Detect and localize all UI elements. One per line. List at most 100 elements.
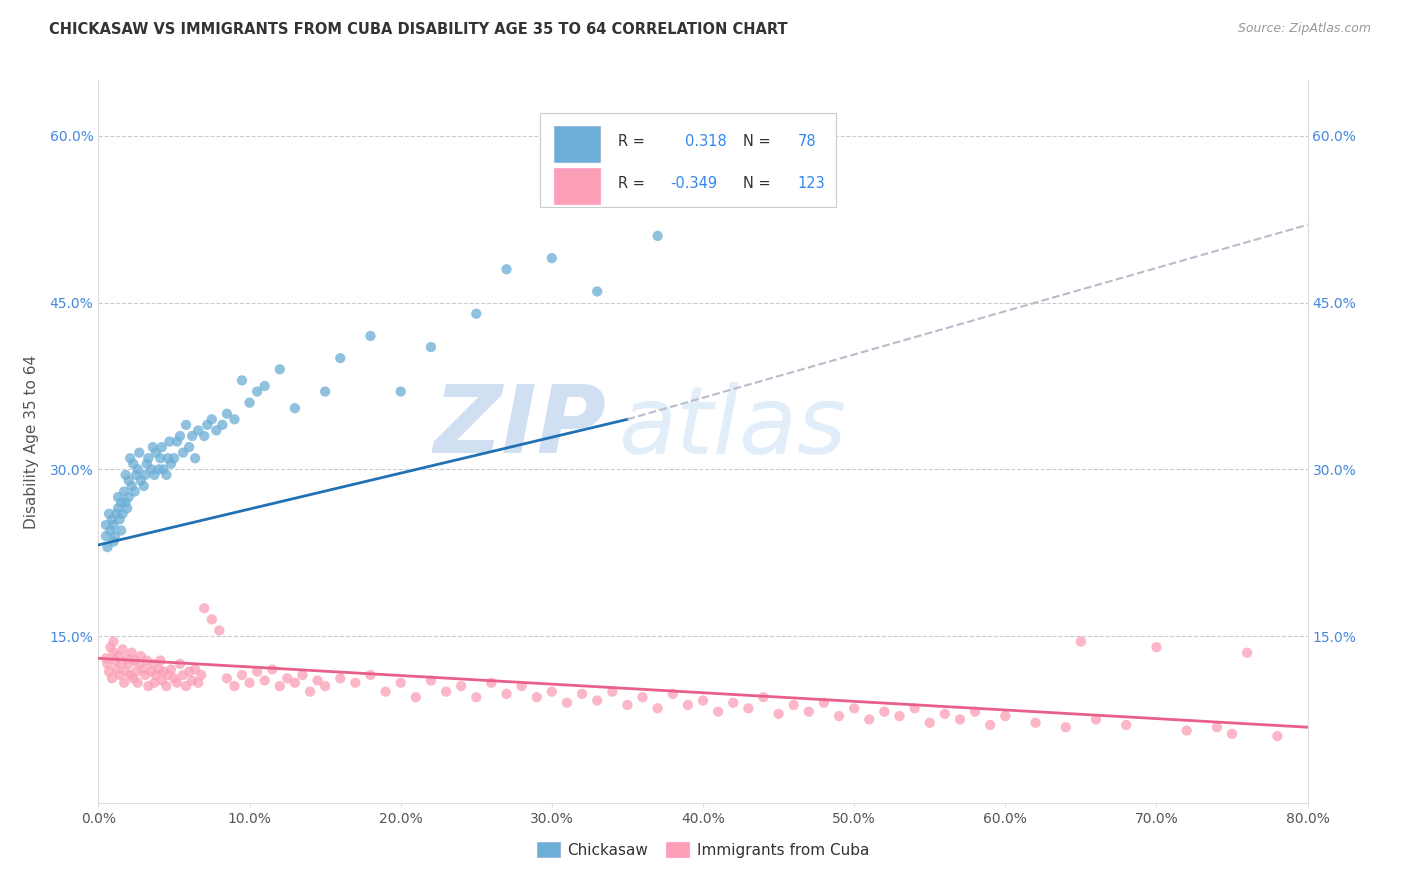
Point: [114, 665, 136, 679]
Text: R =: R =: [619, 134, 645, 149]
Point: [540, 684, 562, 698]
Point: [707, 705, 730, 719]
Point: [661, 687, 683, 701]
Point: [253, 673, 276, 688]
Point: [128, 445, 150, 459]
Point: [495, 687, 517, 701]
Point: [174, 679, 197, 693]
Text: N =: N =: [742, 176, 770, 191]
Point: [215, 407, 238, 421]
Point: [115, 501, 138, 516]
Point: [132, 479, 155, 493]
Point: [193, 601, 215, 615]
Point: [143, 467, 166, 482]
Point: [108, 668, 131, 682]
Point: [224, 679, 246, 693]
Point: [181, 673, 204, 688]
Point: [129, 649, 152, 664]
Point: [994, 709, 1017, 723]
Bar: [554, 126, 600, 162]
Point: [179, 440, 201, 454]
Point: [122, 457, 145, 471]
Point: [253, 379, 276, 393]
Point: [104, 529, 127, 543]
Point: [934, 706, 956, 721]
Point: [184, 662, 207, 676]
Text: R =: R =: [619, 176, 645, 191]
Point: [844, 701, 866, 715]
Point: [112, 484, 135, 499]
Point: [103, 534, 125, 549]
Point: [211, 417, 233, 432]
Point: [103, 646, 125, 660]
Point: [105, 662, 128, 676]
Point: [1070, 634, 1092, 648]
Point: [768, 706, 790, 721]
Point: [121, 479, 143, 493]
Point: [1085, 713, 1108, 727]
Point: [127, 675, 149, 690]
Point: [1115, 718, 1137, 732]
Point: [360, 329, 382, 343]
Point: [118, 474, 141, 488]
Point: [127, 462, 149, 476]
Point: [155, 679, 177, 693]
Point: [965, 705, 987, 719]
Point: [135, 653, 157, 667]
Point: [828, 709, 851, 723]
Point: [96, 540, 118, 554]
Text: N =: N =: [742, 134, 770, 149]
Point: [163, 451, 186, 466]
Point: [465, 307, 488, 321]
Text: 0.318: 0.318: [685, 134, 727, 149]
Point: [124, 653, 146, 667]
Point: [405, 690, 427, 705]
Point: [889, 709, 911, 723]
Point: [145, 668, 167, 682]
Point: [134, 668, 156, 682]
Point: [135, 457, 157, 471]
Point: [159, 434, 181, 449]
Point: [231, 373, 253, 387]
Point: [215, 671, 238, 685]
Point: [314, 679, 336, 693]
Y-axis label: Disability Age 35 to 64: Disability Age 35 to 64: [24, 354, 38, 529]
Point: [208, 624, 231, 638]
Point: [187, 675, 209, 690]
Point: [195, 417, 218, 432]
Point: [128, 657, 150, 671]
Point: [169, 657, 191, 671]
Point: [647, 701, 669, 715]
Point: [105, 507, 128, 521]
Point: [1267, 729, 1289, 743]
Point: [107, 490, 129, 504]
Point: [555, 696, 578, 710]
Point: [111, 642, 134, 657]
Point: [107, 649, 129, 664]
Point: [262, 662, 284, 676]
Point: [193, 429, 215, 443]
Point: [239, 675, 262, 690]
Point: [231, 668, 253, 682]
Point: [1236, 646, 1258, 660]
Point: [114, 496, 136, 510]
Point: [184, 451, 207, 466]
FancyBboxPatch shape: [540, 112, 837, 207]
Point: [100, 640, 122, 655]
Point: [136, 679, 159, 693]
Point: [132, 662, 155, 676]
Point: [120, 451, 142, 466]
Point: [103, 634, 125, 648]
Point: [420, 340, 443, 354]
Text: atlas: atlas: [619, 382, 846, 473]
Point: [174, 417, 197, 432]
Point: [172, 668, 194, 682]
Point: [797, 705, 820, 719]
Point: [647, 228, 669, 243]
Point: [148, 662, 170, 676]
Point: [110, 496, 132, 510]
Point: [125, 665, 148, 679]
Point: [115, 651, 138, 665]
Point: [586, 285, 609, 299]
Point: [571, 687, 593, 701]
